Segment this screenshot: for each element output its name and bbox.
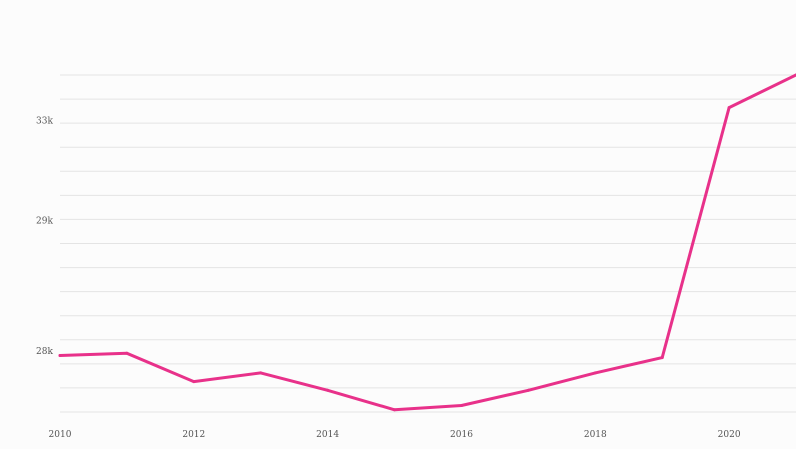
data-point <box>460 404 463 407</box>
y-tick-label: 29k <box>36 217 53 227</box>
x-tick-label: 2020 <box>718 430 741 440</box>
x-axis-ticks: 2010 2012 2014 2016 2018 2020 <box>49 430 741 440</box>
x-tick-label: 2018 <box>584 430 607 440</box>
data-point <box>326 388 330 392</box>
data-point <box>660 356 664 360</box>
data-point <box>727 106 731 110</box>
data-point <box>125 351 129 355</box>
x-tick-label: 2012 <box>182 430 205 440</box>
grid-lines <box>60 74 796 413</box>
x-tick-label: 2014 <box>316 430 339 440</box>
series-line <box>58 73 796 412</box>
data-point <box>526 388 530 392</box>
data-point <box>259 371 263 375</box>
data-point <box>393 408 396 412</box>
series-layer <box>58 73 796 412</box>
x-tick-label: 2010 <box>49 430 72 440</box>
data-point <box>58 354 62 357</box>
y-tick-label: 33k <box>36 117 53 127</box>
x-tick-label: 2016 <box>450 430 473 440</box>
y-tick-label: 28k <box>36 347 53 357</box>
data-point <box>593 371 597 375</box>
data-point <box>192 380 196 384</box>
y-axis-ticks: 28k 29k 33k <box>36 117 53 357</box>
